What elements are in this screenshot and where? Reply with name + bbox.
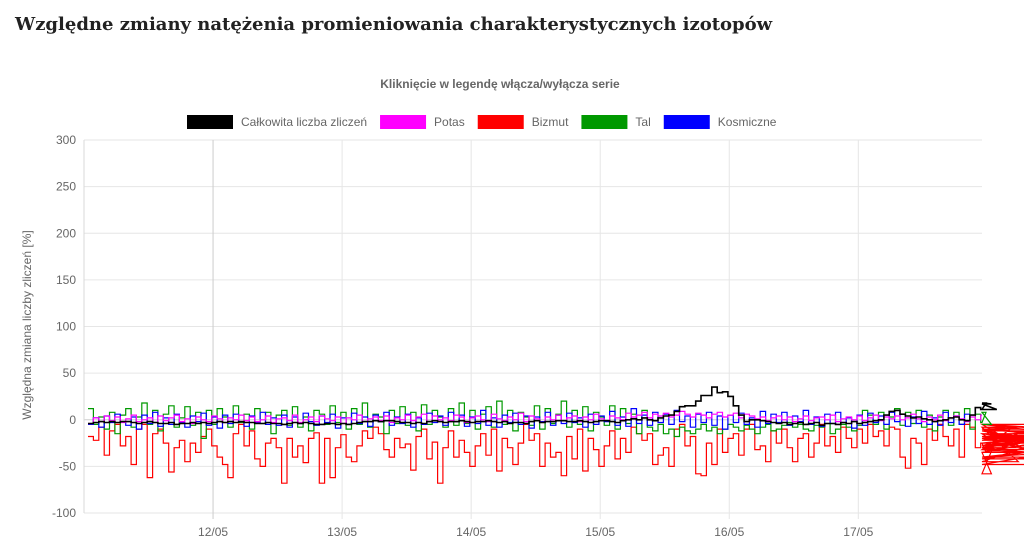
- series-line-2: [88, 423, 1024, 484]
- y-tick-label: 50: [63, 366, 77, 380]
- page-title: Względne zmiany natężenia promieniowania…: [15, 14, 773, 35]
- legend-swatch: [477, 115, 524, 129]
- x-tick-label: 14/05: [456, 525, 486, 539]
- legend-item-2[interactable]: Bizmut: [477, 115, 569, 129]
- x-axis-ticks: 12/05 13/05 14/05 15/05 16/05 17/05: [198, 525, 874, 539]
- chart-subtitle: Kliknięcie w legendę włącza/wyłącza seri…: [380, 77, 620, 91]
- series-line-1: [88, 410, 982, 425]
- legend-label: Całkowita liczba zliczeń: [241, 115, 367, 129]
- legend-swatch: [380, 115, 427, 129]
- chart-legend: Całkowita liczba zliczeń Potas Bizmut Tal Ko…: [187, 115, 777, 129]
- legend-swatch: [581, 115, 628, 129]
- y-tick-label: 0: [69, 413, 76, 427]
- legend-item-3[interactable]: Tal: [581, 115, 651, 129]
- legend-item-4[interactable]: Kosmiczne: [663, 115, 777, 129]
- series-line-3: [88, 400, 993, 439]
- legend-label: Potas: [434, 115, 465, 129]
- y-tick-label: 150: [56, 273, 76, 287]
- series-line-0: [88, 386, 998, 427]
- legend-swatch: [187, 115, 233, 129]
- x-tick-label: 12/05: [198, 525, 228, 539]
- y-tick-label: 300: [56, 133, 76, 147]
- y-tick-label: 250: [56, 180, 76, 194]
- chart-series: [88, 386, 1024, 484]
- legend-label: Kosmiczne: [718, 115, 777, 129]
- x-tick-label: 15/05: [585, 525, 615, 539]
- y-tick-label: -50: [59, 459, 77, 473]
- legend-item-0[interactable]: Całkowita liczba zliczeń: [187, 115, 367, 129]
- legend-swatch: [663, 115, 710, 129]
- y-tick-label: -100: [52, 506, 76, 520]
- chart-grid: [83, 139, 982, 519]
- legend-label: Bizmut: [532, 115, 569, 129]
- x-tick-label: 17/05: [843, 525, 873, 539]
- y-tick-label: 100: [56, 320, 76, 334]
- x-tick-label: 16/05: [714, 525, 744, 539]
- y-tick-label: 200: [56, 226, 76, 240]
- y-axis-label: Względna zmiana liczby zliczeń [%]: [20, 230, 34, 419]
- legend-item-1[interactable]: Potas: [380, 115, 465, 129]
- x-tick-label: 13/05: [327, 525, 357, 539]
- y-axis-ticks: 300 250 200 150 100 50 0 -50 -100: [52, 133, 76, 520]
- legend-label: Tal: [635, 115, 650, 129]
